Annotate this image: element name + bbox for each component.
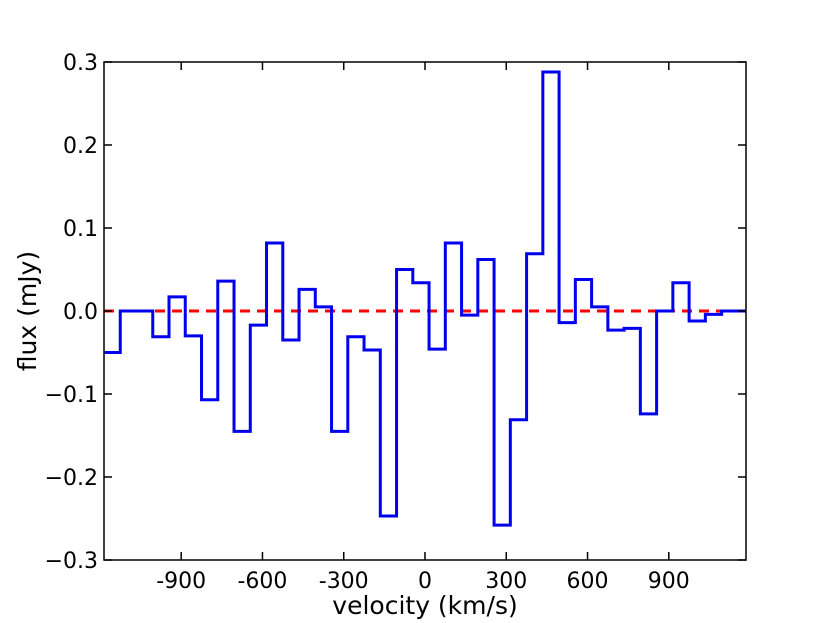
y-axis-label: flux (mJy) <box>13 251 42 371</box>
plot-area <box>104 70 746 527</box>
x-tick-label: 900 <box>648 569 690 594</box>
x-tick-label: -300 <box>319 569 369 594</box>
y-tick-label: 0.0 <box>63 300 98 325</box>
x-tick-label: -900 <box>156 569 206 594</box>
flux-step-series <box>104 70 746 527</box>
y-tick-label: −0.3 <box>45 549 98 574</box>
y-tick-label: −0.1 <box>45 383 98 408</box>
y-tick-label: 0.1 <box>63 217 98 242</box>
x-axis-label: velocity (km/s) <box>332 591 517 620</box>
x-tick-label: 0 <box>418 569 432 594</box>
x-tick-label: 600 <box>567 569 609 594</box>
axis-ticks: -900 -600 -300 0 300 600 900 0.3 0.2 0.1 0.0 −0.1 −0… <box>45 51 746 594</box>
y-tick-label: −0.2 <box>45 466 98 491</box>
x-tick-label: -600 <box>237 569 287 594</box>
x-tick-label: 300 <box>485 569 527 594</box>
y-tick-label: 0.3 <box>63 51 98 76</box>
y-tick-label: 0.2 <box>63 134 98 159</box>
